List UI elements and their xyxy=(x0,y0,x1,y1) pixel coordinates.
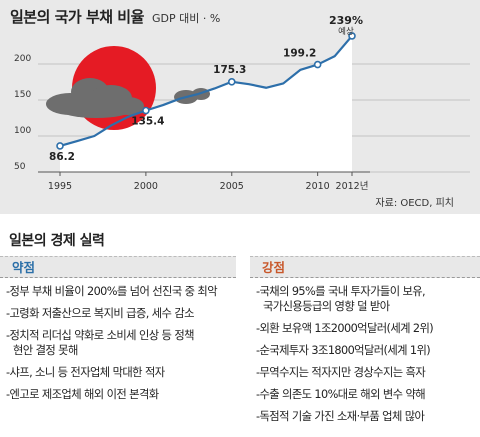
weakness-item-text: -정치적 리더십 약화로 소비세 인상 등 정책 xyxy=(6,329,195,342)
weakness-item-text: -고령화 저출산으로 복지비 급증, 세수 감소 xyxy=(6,307,195,320)
weakness-header: 약점 xyxy=(0,256,236,278)
strength-item-text: -수출 의존도 10%대로 해외 변수 약해 xyxy=(256,388,426,401)
strength-item-text: -국채의 95%를 국내 투자가들이 보유, xyxy=(256,285,426,298)
data-label: 199.2 xyxy=(283,48,316,60)
strength-item-text: -독점적 기술 가진 소재·부품 업체 많아 xyxy=(256,410,425,423)
y-tick-label: 200 xyxy=(14,54,31,64)
weakness-item: -정부 부채 비율이 200%를 넘어 선진국 중 최악 xyxy=(0,284,236,299)
economy-section: 일본의 경제 실력 약점 -정부 부채 비율이 200%를 넘어 선진국 중 최… xyxy=(0,214,480,437)
strength-item: -순국제투자 3조1800억달러(세계 1위) xyxy=(250,343,480,358)
strength-item-text: -순국제투자 3조1800억달러(세계 1위) xyxy=(256,344,431,357)
weakness-item-text: -엔고로 제조업체 해외 이전 본격화 xyxy=(6,388,159,401)
strength-item: -외환 보유액 1조2000억달러(세계 2위) xyxy=(250,321,480,336)
line-area-fill xyxy=(60,35,352,172)
strength-list: -국채의 95%를 국내 투자가들이 보유, 국가신용등급의 영향 덜 받아 -외환… xyxy=(250,278,480,424)
y-tick-label: 100 xyxy=(14,126,31,136)
data-label: 135.4 xyxy=(131,116,164,128)
y-tick-label: 150 xyxy=(14,90,31,100)
data-point-marker xyxy=(142,106,150,115)
weakness-item-text: -샤프, 소니 등 전자업체 막대한 적자 xyxy=(6,366,165,379)
y-tick-label: 50 xyxy=(14,162,26,172)
economy-title: 일본의 경제 실력 xyxy=(9,233,105,249)
debt-ratio-line xyxy=(59,35,353,147)
data-label: 86.2 xyxy=(49,151,75,163)
strength-item-text: -외환 보유액 1조2000억달러(세계 2위) xyxy=(256,322,434,335)
weakness-item: -샤프, 소니 등 전자업체 막대한 적자 xyxy=(0,365,236,380)
chart-subtitle: GDP 대비 · % xyxy=(152,12,221,25)
strength-item: -수출 의존도 10%대로 해외 변수 약해 xyxy=(250,387,480,402)
weakness-item-text: -정부 부채 비율이 200%를 넘어 선진국 중 최악 xyxy=(6,285,218,298)
strength-header: 강점 xyxy=(250,256,480,278)
data-point-marker xyxy=(348,32,356,40)
weakness-item: -엔고로 제조업체 해외 이전 본격화 xyxy=(0,387,236,402)
strength-item-text: 국가신용등급의 영향 덜 받아 xyxy=(263,300,390,313)
weakness-item-text: 현안 결정 못해 xyxy=(13,344,78,357)
strength-item: -무역수지는 적자지만 경상수지는 흑자 xyxy=(250,365,480,380)
data-label: 239% xyxy=(329,14,363,27)
data-point-marker xyxy=(313,60,322,69)
x-tick-label: 1995 xyxy=(48,181,72,192)
strength-item-text: -무역수지는 적자지만 경상수지는 흑자 xyxy=(256,366,426,379)
cloud-left-illustration xyxy=(46,78,144,118)
weakness-item: -고령화 저출산으로 복지비 급증, 세수 감소 xyxy=(0,306,236,321)
strength-column: 강점 -국채의 95%를 국내 투자가들이 보유, 국가신용등급의 영향 덜 받아… xyxy=(250,256,480,431)
chart-source: 자료: OECD, 피치 xyxy=(375,198,454,209)
forecast-annotation: 예상 xyxy=(338,26,354,37)
x-tick-label: 2012년 xyxy=(336,181,369,192)
x-tick-label: 2000 xyxy=(134,181,158,192)
chart-panel: 86.2 135.4 175.3 199.2 239% 예상 50 100 150 200 199… xyxy=(0,0,480,214)
weakness-list: -정부 부채 비율이 200%를 넘어 선진국 중 최악 -고령화 저출산으로 복… xyxy=(0,278,236,402)
strength-item: -국채의 95%를 국내 투자가들이 보유, 국가신용등급의 영향 덜 받아 xyxy=(250,284,480,314)
strength-item: -독점적 기술 가진 소재·부품 업체 많아 xyxy=(250,409,480,424)
data-label: 175.3 xyxy=(213,64,246,76)
data-point-marker xyxy=(56,142,64,150)
data-point-marker xyxy=(227,77,236,86)
debt-ratio-chart: 86.2 135.4 175.3 199.2 239%예상 50 100 150 200 199… xyxy=(14,14,470,192)
weakness-column: 약점 -정부 부채 비율이 200%를 넘어 선진국 중 최악 -고령화 저출산으… xyxy=(0,256,236,409)
x-tick-label: 2005 xyxy=(220,181,244,192)
x-tick-label: 2010 xyxy=(306,181,330,192)
chart-title: 일본의 국가 부채 비율 xyxy=(10,8,144,26)
